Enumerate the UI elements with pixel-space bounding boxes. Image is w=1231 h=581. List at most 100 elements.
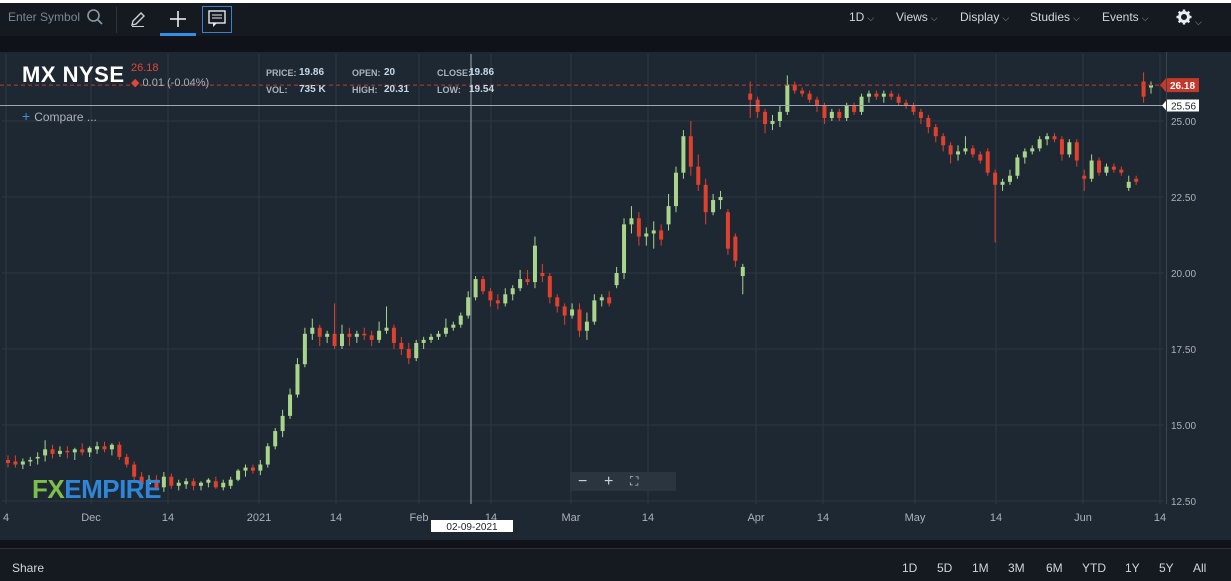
x-tick-label: 14 xyxy=(817,512,829,524)
y-tick-label: 20.00 xyxy=(1171,269,1196,280)
candle-body xyxy=(273,431,278,447)
candle-body xyxy=(1074,142,1079,161)
candle-body xyxy=(488,291,493,301)
candle-body xyxy=(243,467,248,471)
candle xyxy=(926,114,931,134)
candle xyxy=(592,294,597,325)
events-menu[interactable]: Events ⌵ xyxy=(1102,10,1149,24)
candle-body xyxy=(406,349,411,359)
candle-body xyxy=(881,93,886,97)
candle xyxy=(748,81,753,118)
interval-menu[interactable]: 1D ⌵ xyxy=(849,10,875,24)
candle xyxy=(763,108,768,134)
candle xyxy=(228,476,233,489)
candle xyxy=(807,90,812,103)
zoom-in-button[interactable]: + xyxy=(604,473,614,490)
candle-body xyxy=(436,333,441,337)
candle xyxy=(622,218,627,280)
candle xyxy=(280,409,285,438)
candle-body xyxy=(852,105,857,112)
candle xyxy=(161,472,166,492)
close-value: 19.86 xyxy=(469,67,495,78)
candle xyxy=(1000,178,1005,191)
range-6m[interactable]: 6M xyxy=(1046,561,1063,575)
crosshair-tool-button[interactable] xyxy=(160,7,196,36)
candle xyxy=(288,388,293,419)
range-5y[interactable]: 5Y xyxy=(1159,561,1174,575)
share-button[interactable]: Share xyxy=(12,561,45,575)
candle xyxy=(555,294,560,313)
candle-body xyxy=(577,309,582,331)
candle-body xyxy=(748,93,753,100)
candle xyxy=(918,108,923,125)
candle xyxy=(1097,157,1102,176)
candle xyxy=(904,99,909,109)
views-menu[interactable]: Views ⌵ xyxy=(896,10,938,24)
low-label: LOW: xyxy=(437,85,461,95)
chevron-down-icon: ⌵ xyxy=(1073,13,1080,23)
studies-menu[interactable]: Studies ⌵ xyxy=(1030,10,1080,24)
candle-body xyxy=(57,450,62,454)
candle-body xyxy=(807,93,812,100)
range-1d[interactable]: 1D xyxy=(902,561,918,575)
candle-body xyxy=(295,364,300,395)
candle-body xyxy=(570,309,575,316)
draw-tool-button[interactable] xyxy=(120,7,156,33)
candle-body xyxy=(1030,148,1035,152)
y-tick-label: 22.50 xyxy=(1171,193,1196,204)
price-axis-divider xyxy=(1166,52,1167,504)
candle-body xyxy=(540,273,545,277)
settings-menu[interactable]: ⌵ xyxy=(1176,9,1202,28)
range-3m[interactable]: 3M xyxy=(1008,561,1025,575)
candle-body xyxy=(1149,85,1153,88)
chart-panel[interactable] xyxy=(0,52,1231,540)
candle-body xyxy=(763,111,768,125)
candle-body xyxy=(72,449,77,453)
symbol-search-input[interactable]: Enter Symbol xyxy=(8,10,81,24)
candle-body xyxy=(1141,81,1146,97)
zoom-out-button[interactable]: − xyxy=(578,473,588,490)
display-menu[interactable]: Display ⌵ xyxy=(960,10,1010,24)
candle xyxy=(718,190,723,210)
candle-body xyxy=(80,449,85,453)
candle-body xyxy=(369,335,374,340)
candle-body xyxy=(466,297,471,316)
candle-body xyxy=(622,224,627,273)
candle xyxy=(184,478,189,489)
candle-body xyxy=(800,90,805,94)
top-toolbar: Enter Symbol 1D ⌵ Views ⌵ Display ⌵ Studies… xyxy=(0,0,1231,36)
candle-body xyxy=(896,96,901,103)
candle xyxy=(837,108,842,121)
candle-body xyxy=(280,415,285,432)
candle xyxy=(532,236,537,289)
search-icon[interactable] xyxy=(86,8,104,31)
toolbar-divider xyxy=(116,7,117,33)
range-all[interactable]: All xyxy=(1193,561,1207,575)
annotation-tool-button[interactable] xyxy=(202,6,232,33)
range-1y[interactable]: 1Y xyxy=(1125,561,1140,575)
candle xyxy=(369,330,374,346)
fullscreen-icon[interactable]: ⛶ xyxy=(630,474,639,488)
candle-body xyxy=(332,333,337,346)
range-5d[interactable]: 5D xyxy=(937,561,953,575)
candle-body xyxy=(837,111,842,118)
candle-body xyxy=(1007,175,1012,182)
compare-button[interactable]: + Compare ... xyxy=(22,108,97,124)
candle xyxy=(503,288,508,307)
range-1m[interactable]: 1M xyxy=(972,561,989,575)
candle xyxy=(792,81,797,94)
x-tick-label: Jun xyxy=(1074,512,1092,524)
candle xyxy=(191,478,196,491)
candle-body xyxy=(525,279,530,283)
range-ytd[interactable]: YTD xyxy=(1082,561,1106,575)
candle xyxy=(1082,169,1087,191)
candle-body xyxy=(933,127,938,137)
candle-body xyxy=(822,105,827,118)
candle-body xyxy=(1119,169,1124,173)
candle xyxy=(985,148,990,176)
candle-body xyxy=(339,333,344,346)
candle-body xyxy=(725,212,730,249)
current-price-tag xyxy=(1160,78,1199,93)
candle xyxy=(451,321,456,331)
